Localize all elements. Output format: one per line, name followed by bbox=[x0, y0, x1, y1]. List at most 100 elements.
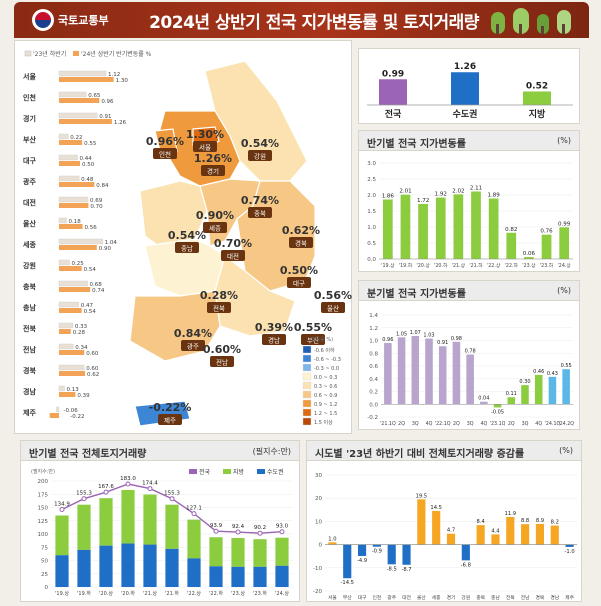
map-region-name: 충북 bbox=[254, 209, 266, 218]
legend-label: 지방 bbox=[233, 468, 245, 476]
y-tick-label: 25 bbox=[41, 572, 48, 578]
map-legend-swatch bbox=[302, 354, 312, 363]
bar-2024-value: 0.70 bbox=[90, 204, 103, 210]
transaction-volume-unit: (필지수:만) bbox=[252, 447, 291, 456]
bar-2023 bbox=[58, 133, 69, 140]
transaction-volume-panel: 반기별 전국 전체토지거래량 (필지수:만) (필지수:만) 0 25 50 75 100… bbox=[20, 440, 300, 602]
x-tick-label: 대전 bbox=[402, 594, 411, 601]
bar-2023 bbox=[58, 343, 74, 350]
data-label: -1.0 bbox=[565, 549, 575, 555]
x-tick-label: 전북 bbox=[506, 594, 515, 601]
map-region-name: 대구 bbox=[293, 280, 305, 288]
map-region-value: 0.50% bbox=[280, 264, 318, 277]
map-region-value: 0.56% bbox=[314, 289, 352, 302]
x-tick-label: 강원 bbox=[461, 594, 470, 601]
map-legend-title: (변동률 %) bbox=[309, 336, 333, 343]
bar-2024 bbox=[49, 413, 59, 418]
map-region-tag bbox=[201, 165, 225, 176]
y-tick-label: 0.4 bbox=[369, 377, 378, 383]
x-tick-label: '24.상 bbox=[557, 262, 571, 269]
bar-2024 bbox=[59, 371, 86, 376]
regional-volume-chart: -20 -10 0 10 20 30 1.0 서울 -14.5 부산 -4.9 대구 -0.9 인천 -8.… bbox=[313, 473, 577, 601]
map-region-tag bbox=[248, 150, 272, 161]
bar-local bbox=[209, 537, 223, 567]
total-value: 167.6 bbox=[98, 484, 114, 490]
x-tick-label: 인천 bbox=[372, 594, 381, 601]
summary-category: 수도권 bbox=[453, 108, 478, 120]
data-label: 2.02 bbox=[452, 188, 464, 194]
ministry-logo: 국토교통부 bbox=[32, 8, 114, 32]
map-legend-swatch bbox=[302, 408, 312, 417]
region-name-label: 서울 bbox=[23, 72, 36, 81]
x-tick-label: '22.하 bbox=[505, 262, 519, 269]
bar-2023-value: 0.22 bbox=[70, 135, 82, 141]
region-name-label: 전북 bbox=[23, 324, 36, 333]
data-label: -0.05 bbox=[491, 409, 504, 415]
map-region-name: 부산 bbox=[307, 336, 319, 345]
bar-2023 bbox=[58, 238, 103, 245]
map-region-tag bbox=[262, 334, 286, 345]
data-label: 4.4 bbox=[491, 528, 500, 534]
data-bar bbox=[541, 234, 552, 259]
bar-2023-value: 0.33 bbox=[75, 324, 88, 330]
map-legend-swatch bbox=[302, 372, 312, 381]
bar-2024 bbox=[59, 245, 97, 250]
bar-2023 bbox=[56, 406, 60, 413]
data-label: 2.01 bbox=[399, 189, 411, 195]
data-bar bbox=[493, 404, 502, 408]
bar-2023-value: 0.13 bbox=[66, 387, 79, 393]
data-bar bbox=[446, 533, 456, 545]
bar-2023 bbox=[58, 70, 107, 77]
data-label: 1.05 bbox=[396, 331, 407, 337]
data-label: 0.98 bbox=[451, 336, 462, 342]
bar-local bbox=[143, 494, 157, 545]
data-label: 0.04 bbox=[478, 396, 489, 402]
legend-label: 수도권 bbox=[267, 468, 284, 476]
map-region-tag bbox=[221, 250, 245, 261]
bar-2023-value: 1.12 bbox=[108, 72, 120, 78]
summary-category: 지방 bbox=[529, 108, 546, 120]
region-name-label: 경북 bbox=[23, 366, 36, 375]
map-label-광주: 0.84% 광주 bbox=[174, 327, 212, 351]
x-tick-label: '24.상 bbox=[275, 590, 289, 597]
taegeuk-icon bbox=[32, 9, 54, 31]
y-tick-label: 100 bbox=[38, 532, 49, 538]
x-tick-label: '19.하 bbox=[399, 262, 413, 269]
x-tick-label: 서울 bbox=[328, 594, 337, 601]
y-tick-label: 200 bbox=[38, 479, 49, 485]
total-point bbox=[59, 507, 65, 513]
total-point bbox=[81, 496, 87, 502]
x-tick-label: 경남 bbox=[550, 594, 559, 601]
data-label: 0.91 bbox=[437, 340, 448, 346]
map-region-tag bbox=[289, 237, 313, 248]
data-label: 0.82 bbox=[505, 227, 517, 233]
x-tick-label: '19.상 bbox=[55, 590, 69, 597]
data-label: 8.9 bbox=[536, 518, 544, 524]
x-tick-label: '20.하 bbox=[121, 590, 135, 597]
bar-2024-value: 0.56 bbox=[85, 225, 98, 231]
data-label: 0.96 bbox=[382, 337, 393, 343]
x-tick-label: '21.상 bbox=[452, 262, 466, 269]
map-region-chungnam bbox=[139, 180, 208, 252]
map-label-부산: 0.55% 부산 bbox=[294, 321, 332, 345]
y-tick-label: 1.0 bbox=[369, 339, 378, 345]
transaction-volume-title: 반기별 전국 전체토지거래량 bbox=[29, 449, 147, 460]
map-region-name: 전남 bbox=[216, 358, 228, 367]
x-tick-label: '19.상 bbox=[381, 262, 395, 269]
bar-2024-value: 0.54 bbox=[84, 267, 97, 273]
y-tick-label: 75 bbox=[41, 545, 48, 551]
summary-chart: 0.99 전국 1.26 수도권 0.52 지방 bbox=[367, 62, 573, 120]
map-region-tag bbox=[193, 141, 217, 152]
quarter-change-title: 분기별 전국 지가변동률 bbox=[367, 289, 466, 300]
map-region-name: 울산 bbox=[327, 304, 339, 313]
regional-volume-title: 시도별 '23년 하반기 대비 전체토지거래량 증감률 bbox=[315, 449, 525, 460]
x-tick-label: 3Q bbox=[467, 421, 474, 427]
bar-capital bbox=[231, 566, 245, 587]
bar-2023 bbox=[58, 259, 70, 266]
bar-2024-value: 0.50 bbox=[82, 162, 95, 168]
logo-text: 국토교통부 bbox=[58, 14, 109, 27]
total-point bbox=[213, 528, 219, 534]
summary-value: 1.26 bbox=[454, 62, 476, 72]
map-region-value: 0.62% bbox=[282, 224, 320, 237]
bar-2023 bbox=[58, 322, 74, 329]
